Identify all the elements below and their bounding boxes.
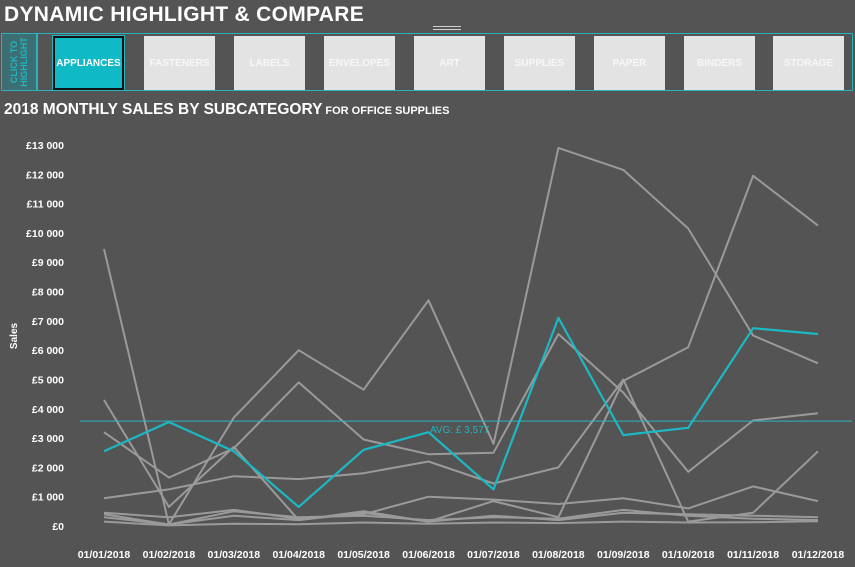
y-tick-label: £9 000 <box>32 257 64 269</box>
series-line-binders[interactable] <box>103 146 819 526</box>
x-axis: 01/01/2018 01/02/2018 01/03/2018 01/04/2018… <box>78 549 845 561</box>
x-tick-label: 01/06/2018 <box>402 549 455 561</box>
nav-button-paper[interactable]: PAPER <box>594 36 665 90</box>
nav-button-art[interactable]: ART <box>414 36 485 90</box>
series-line-art[interactable] <box>103 485 819 520</box>
series-line-paper[interactable] <box>103 333 819 479</box>
chart-title-main: 2018 MONTHLY SALES BY SUBCATEGORY <box>4 101 323 118</box>
y-tick-label: £11 000 <box>27 199 65 211</box>
x-tick-label: 01/08/2018 <box>532 549 585 561</box>
nav-button-storage[interactable]: STORAGE <box>773 36 844 90</box>
dashboard-title: DYNAMIC HIGHLIGHT & COMPARE <box>4 3 365 26</box>
x-tick-label: 01/03/2018 <box>208 549 261 561</box>
nav-button-binders[interactable]: BINDERS <box>684 36 755 90</box>
y-tick-label: £1 000 <box>32 492 64 504</box>
y-tick-label: £0 <box>52 521 64 533</box>
series-line-appliances[interactable] <box>103 316 819 508</box>
series-line-supplies[interactable] <box>103 378 819 523</box>
x-tick-label: 01/10/2018 <box>662 549 715 561</box>
series-line-storage[interactable] <box>103 174 819 523</box>
x-tick-label: 01/09/2018 <box>597 549 650 561</box>
y-tick-label: £5 000 <box>32 374 64 386</box>
chart-title: 2018 MONTHLY SALES BY SUBCATEGORY FOR OFF… <box>4 101 449 119</box>
y-tick-label: £12 000 <box>26 169 64 181</box>
average-label: AVG: £ 3,577 <box>430 425 490 436</box>
y-tick-label: £10 000 <box>26 228 64 240</box>
x-tick-label: 01/11/2018 <box>727 549 779 561</box>
y-tick-label: £13 000 <box>26 140 64 152</box>
x-tick-label: 01/07/2018 <box>467 549 520 561</box>
y-axis: £0 £1 000 £2 000 £3 000 £4 000 £5 000 £6 000 £7… <box>26 140 64 533</box>
nav-button-envelopes[interactable]: ENVELOPES <box>324 36 395 90</box>
y-tick-label: £8 000 <box>32 287 64 299</box>
y-tick-label: £2 000 <box>32 462 64 474</box>
y-axis-label: Sales <box>9 322 20 349</box>
chart-subtitle: FOR OFFICE SUPPLIES <box>325 105 450 117</box>
y-tick-label: £6 000 <box>32 345 64 357</box>
series-line-envelopes[interactable] <box>103 508 819 526</box>
y-tick-label: £7 000 <box>32 316 64 328</box>
nav-side-panel: CLICK TO HIGHLIGHT <box>2 34 38 90</box>
x-tick-label: 01/01/2018 <box>78 549 131 561</box>
y-tick-label: £4 000 <box>32 404 64 416</box>
series-line-fasteners[interactable] <box>103 520 819 527</box>
drag-handle-icon[interactable] <box>433 26 461 31</box>
nav-button-labels[interactable]: LABELS <box>234 36 305 90</box>
highlight-nav: CLICK TO HIGHLIGHT APPLIANCES FASTENERS … <box>1 33 853 91</box>
y-tick-label: £3 000 <box>32 433 64 445</box>
x-tick-label: 01/02/2018 <box>143 549 196 561</box>
nav-button-appliances[interactable]: APPLIANCES <box>52 35 125 91</box>
nav-button-supplies[interactable]: SUPPLIES <box>504 36 575 90</box>
x-tick-label: 01/04/2018 <box>272 549 325 561</box>
other-series-group <box>103 146 819 527</box>
x-tick-label: 01/12/2018 <box>792 549 845 561</box>
nav-button-fasteners[interactable]: FASTENERS <box>144 36 215 90</box>
highlight-series-group <box>103 316 819 508</box>
x-tick-label: 01/05/2018 <box>337 549 390 561</box>
